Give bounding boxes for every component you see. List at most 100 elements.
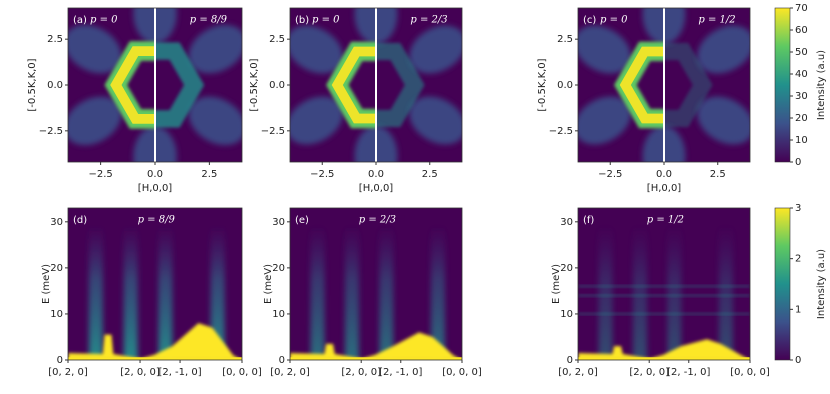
intensity-streak bbox=[598, 226, 613, 360]
panel-label: (b) bbox=[295, 15, 309, 26]
intensity-base bbox=[290, 357, 462, 360]
x-tick-label: [0, 0, 0] bbox=[730, 367, 770, 378]
y-tick-label: 10 bbox=[50, 309, 63, 320]
x-tick-label: −2.5 bbox=[598, 169, 622, 180]
y-tick-label: 0.0 bbox=[557, 80, 573, 91]
heatmap bbox=[290, 8, 462, 162]
y-tick-label: 2.5 bbox=[557, 34, 573, 45]
x-tick-label: [0, 0, 0] bbox=[222, 367, 262, 378]
intensity-blob bbox=[290, 25, 343, 74]
intensity-blob bbox=[188, 96, 242, 146]
heatmap bbox=[290, 208, 462, 360]
y-axis-label: [-0.5K,K,0] bbox=[27, 58, 38, 111]
intensity-streak bbox=[88, 226, 103, 360]
colorbar-tick-label: 70 bbox=[795, 3, 808, 14]
y-tick-label: 0 bbox=[57, 355, 63, 366]
intensity-blob bbox=[68, 24, 122, 74]
y-tick-label: 30 bbox=[560, 217, 573, 228]
x-tick-label: 2.5 bbox=[422, 169, 438, 180]
intensity-blob bbox=[578, 25, 631, 74]
colorbar-tick-label: 2 bbox=[795, 254, 801, 265]
intensity-band bbox=[578, 294, 750, 297]
x-tick-label: [2, 0, 0] bbox=[629, 367, 669, 378]
intensity-streak bbox=[310, 226, 325, 360]
y-tick-label: 10 bbox=[560, 309, 573, 320]
panel-label: (a) bbox=[73, 15, 87, 26]
intensity-streak bbox=[379, 226, 394, 360]
frame bbox=[577, 207, 751, 361]
intensity-base bbox=[290, 332, 462, 360]
intensity-ring bbox=[110, 46, 155, 124]
colorbar-tick-label: 30 bbox=[795, 91, 808, 102]
panel-label: (d) bbox=[73, 215, 87, 226]
intensity-band bbox=[578, 312, 750, 315]
y-tick-label: 0 bbox=[279, 355, 285, 366]
intensity-streak bbox=[344, 226, 359, 360]
x-axis-label: [H,0,0] bbox=[647, 183, 682, 194]
intensity-base bbox=[68, 357, 242, 360]
annotation: p = 1/2 bbox=[647, 215, 684, 226]
intensity-streak bbox=[158, 226, 173, 360]
heatmap bbox=[578, 208, 750, 360]
y-tick-label: 2.5 bbox=[47, 34, 63, 45]
y-tick-label: 0 bbox=[567, 355, 573, 366]
y-tick-label: 2.5 bbox=[269, 34, 285, 45]
intensity-ring bbox=[664, 42, 713, 128]
x-axis-label: [H,0,0] bbox=[359, 183, 394, 194]
y-tick-label: −2.5 bbox=[261, 126, 285, 137]
y-axis-label: [-0.5K,K,0] bbox=[249, 58, 260, 111]
intensity-streak bbox=[123, 226, 138, 360]
x-tick-label: [0, 2, 0] bbox=[48, 367, 88, 378]
intensity-ring bbox=[619, 46, 664, 124]
x-tick-label: 0.0 bbox=[368, 169, 384, 180]
intensity-streak bbox=[430, 226, 445, 360]
colorbar-tick-label: 60 bbox=[795, 25, 808, 36]
y-tick-label: 20 bbox=[50, 263, 63, 274]
heatmap bbox=[68, 8, 242, 162]
intensity-ring bbox=[331, 46, 376, 124]
x-axis-label: [H,0,0] bbox=[138, 183, 173, 194]
x-tick-label: 0.0 bbox=[147, 169, 163, 180]
intensity-blob bbox=[188, 24, 242, 74]
y-tick-label: 0.0 bbox=[269, 80, 285, 91]
annotation: p = 8/9 bbox=[138, 215, 176, 226]
intensity-ring bbox=[376, 42, 425, 128]
colorbar bbox=[774, 7, 791, 163]
intensity-blob bbox=[68, 96, 122, 146]
x-tick-label: [2, -1, 0] bbox=[158, 367, 201, 378]
intensity-streak bbox=[667, 226, 682, 360]
x-tick-label: −2.5 bbox=[88, 169, 112, 180]
intensity-streak bbox=[718, 226, 733, 360]
x-tick-label: 2.5 bbox=[710, 169, 726, 180]
y-axis-label: E (meV) bbox=[41, 264, 52, 304]
x-tick-label: [2, 0, 0] bbox=[120, 367, 160, 378]
heatmap bbox=[578, 8, 750, 162]
x-tick-label: [0, 0, 0] bbox=[442, 367, 482, 378]
y-axis-label: [-0.5K,K,0] bbox=[537, 58, 548, 111]
heatmap bbox=[68, 208, 242, 360]
frame bbox=[67, 207, 243, 361]
y-axis-label: E (meV) bbox=[263, 264, 274, 304]
x-tick-label: [0, 2, 0] bbox=[270, 367, 310, 378]
colorbar-tick-label: 0 bbox=[795, 157, 801, 168]
colorbar-tick-label: 40 bbox=[795, 69, 808, 80]
intensity-streak bbox=[632, 226, 647, 360]
colorbar bbox=[774, 207, 791, 361]
annotation: p = 0 bbox=[312, 15, 340, 26]
y-axis-label: E (meV) bbox=[551, 264, 562, 304]
y-tick-label: 10 bbox=[272, 309, 285, 320]
intensity-streak bbox=[210, 226, 225, 360]
colorbar-tick-label: 0 bbox=[795, 355, 801, 366]
intensity-blob bbox=[290, 96, 343, 145]
intensity-base bbox=[68, 323, 242, 360]
y-tick-label: 0.0 bbox=[47, 80, 63, 91]
y-tick-label: −2.5 bbox=[549, 126, 573, 137]
annotation: p = 0 bbox=[600, 15, 628, 26]
x-tick-label: −2.5 bbox=[310, 169, 334, 180]
intensity-band bbox=[578, 285, 750, 288]
y-tick-label: 30 bbox=[272, 217, 285, 228]
annotation: p = 8/9 bbox=[190, 15, 228, 26]
y-tick-label: −2.5 bbox=[39, 126, 63, 137]
x-tick-label: 2.5 bbox=[201, 169, 217, 180]
colorbar-label: Intensity (a.u) bbox=[816, 50, 827, 120]
